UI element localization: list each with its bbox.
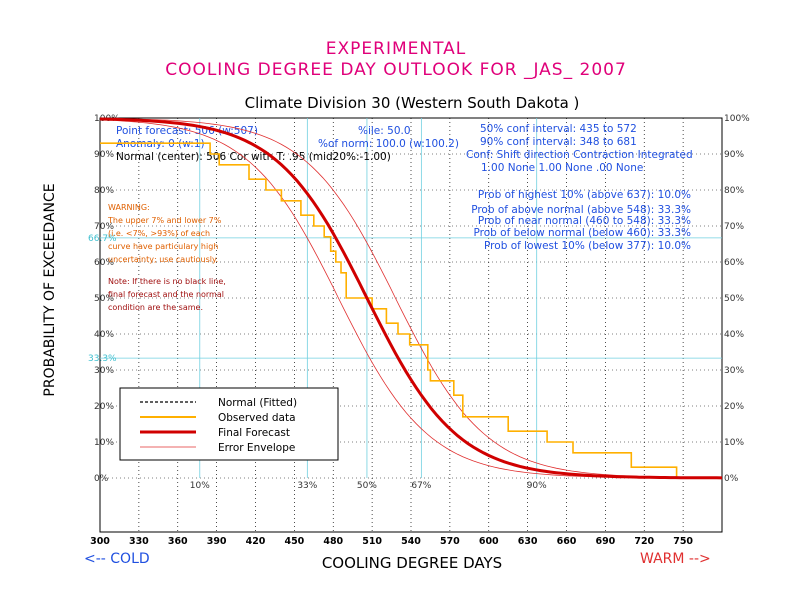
prob-below-normal: Prob of below normal (below 460): 33.3% xyxy=(474,227,692,239)
x-tick-label: 540 xyxy=(401,536,421,547)
legend-label-forecast: Final Forecast xyxy=(218,427,290,439)
y-tick-label: 70% xyxy=(94,222,114,232)
legend-label-envelope: Error Envelope xyxy=(218,442,295,454)
ref-line-label: 66.7% xyxy=(88,234,117,244)
percentile-label: 67% xyxy=(411,481,431,491)
conf-50-text: 50% conf interval: 435 to 572 xyxy=(480,123,637,135)
x-tick-label: 660 xyxy=(557,536,577,547)
ref-line-label: 33.3% xyxy=(88,354,117,364)
y-tick-label: 10% xyxy=(94,438,114,448)
x-tick-label: 570 xyxy=(440,536,460,547)
y-tick-label-right: 0% xyxy=(724,474,739,484)
x-tick-label: 330 xyxy=(129,536,149,547)
x-tick-label: 420 xyxy=(246,536,266,547)
title-line2: COOLING DEGREE DAY OUTLOOK FOR _JAS_ 200… xyxy=(165,60,627,80)
conf-header-text: Conf: Shift direction Contraction Integr… xyxy=(466,149,693,161)
x-tick-label: 360 xyxy=(168,536,188,547)
x-tick-label: 600 xyxy=(479,536,499,547)
x-tick-label: 300 xyxy=(90,536,110,547)
y-tick-label: 20% xyxy=(94,402,114,412)
note-line1: Note: If there is no black line, xyxy=(108,277,226,286)
prob-highest: Prob of highest 10% (above 637): 10.0% xyxy=(478,189,691,201)
note-line2: final forecast and the normal xyxy=(108,290,224,299)
y-tick-label: 80% xyxy=(94,186,114,196)
y-tick-label-right: 30% xyxy=(724,366,744,376)
warning-title: WARNING: xyxy=(108,203,150,212)
title-line1: EXPERIMENTAL xyxy=(326,39,467,59)
x-tick-label: 690 xyxy=(595,536,615,547)
y-tick-label: 30% xyxy=(94,366,114,376)
plot-frame xyxy=(99,117,723,533)
warning-line4: uncertainty; use cautiously. xyxy=(108,255,218,264)
legend-label-observed: Observed data xyxy=(218,412,296,424)
normal-center-text: Normal (center): 506 Cor with T: .95 (mi… xyxy=(116,151,391,163)
chart-subtitle: Climate Division 30 (Western South Dakot… xyxy=(245,94,580,112)
y-tick-labels-right: 0% 10% 20% 30% 40% 50% 60% 70% 80% 90% 100% xyxy=(724,114,750,484)
y-tick-label-right: 10% xyxy=(724,438,744,448)
final-forecast-line xyxy=(99,117,723,480)
y-tick-label: 50% xyxy=(94,294,114,304)
warm-label: WARM --> xyxy=(640,551,711,567)
x-tick-label: 630 xyxy=(518,536,538,547)
y-tick-label-right: 50% xyxy=(724,294,744,304)
warning-line1: The upper 7% and lower 7% xyxy=(107,216,222,225)
conf-90-text: 90% conf interval: 348 to 681 xyxy=(480,136,637,148)
prob-lowest: Prob of lowest 10% (below 377): 10.0% xyxy=(484,240,691,252)
y-tick-label-right: 80% xyxy=(724,186,744,196)
x-tick-label: 390 xyxy=(207,536,227,547)
legend-label-normal: Normal (Fitted) xyxy=(218,397,297,409)
y-tick-label-right: 100% xyxy=(724,114,750,124)
y-tick-labels-left: 0%10%20%30%40%50%60%70%80%90%100% xyxy=(94,114,120,484)
percentile-text: %ile: 50.0 xyxy=(358,125,411,137)
y-tick-label: 60% xyxy=(94,258,114,268)
y-axis-label: PROBABILITY OF EXCEEDANCE xyxy=(42,183,58,396)
y-tick-label: 90% xyxy=(94,150,114,160)
x-tick-label: 450 xyxy=(284,536,304,547)
note-line3: condition are the same. xyxy=(108,303,203,312)
conf-values-text: 1.00 None 1.00 None .00 None xyxy=(481,162,643,174)
prob-above-normal: Prob of above normal (above 548): 33.3% xyxy=(471,204,691,216)
x-tick-label: 480 xyxy=(323,536,343,547)
percentile-label: 10% xyxy=(190,481,210,491)
y-tick-label-right: 90% xyxy=(724,150,744,160)
y-tick-label-right: 20% xyxy=(724,402,744,412)
percent-of-normal-text: %of norm: 100.0 (w:100.2) xyxy=(318,138,459,150)
x-tick-labels: 300 330 360 390 420 450 480 510 540 570 600 630 660 6… xyxy=(90,536,693,547)
observed-data-line xyxy=(100,142,722,479)
warning-line3: curve have particulary high xyxy=(108,242,218,251)
legend-box xyxy=(119,387,339,461)
grid xyxy=(100,117,722,532)
percentile-label: 33% xyxy=(297,481,317,491)
warning-line2: (i.e. <7%, >93%) of each xyxy=(108,229,210,238)
y-tick-label-right: 70% xyxy=(724,222,744,232)
x-tick-label: 750 xyxy=(673,536,693,547)
y-tick-label: 40% xyxy=(94,330,114,340)
y-tick-label-right: 40% xyxy=(724,330,744,340)
x-tick-label: 510 xyxy=(362,536,382,547)
percentile-labels: 10% 33% 50% 67% 90% xyxy=(190,481,547,491)
percentile-label: 50% xyxy=(357,481,377,491)
percentile-label: 90% xyxy=(527,481,547,491)
prob-near-normal: Prob of near normal (460 to 548): 33.3% xyxy=(478,215,691,227)
x-axis-label: COOLING DEGREE DAYS xyxy=(322,554,502,572)
x-tick-label: 720 xyxy=(634,536,654,547)
point-forecast-text: Point forecast: 506 (w:507) xyxy=(116,125,258,137)
y-tick-label: 0% xyxy=(94,474,109,484)
y-tick-label-right: 60% xyxy=(724,258,744,268)
cold-label: <-- COLD xyxy=(84,551,150,567)
